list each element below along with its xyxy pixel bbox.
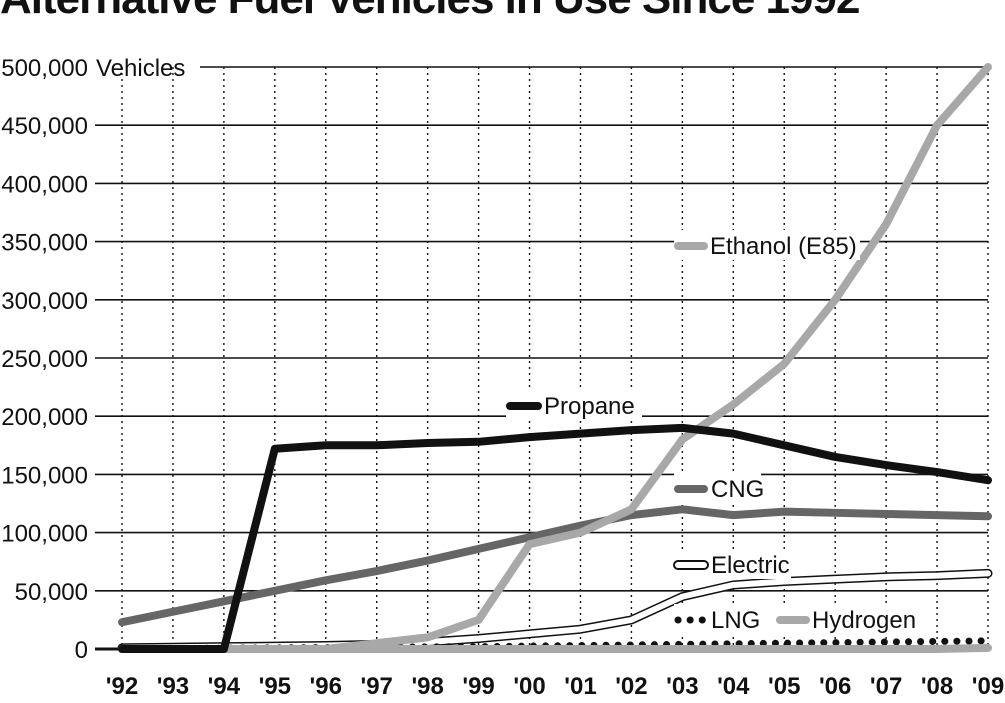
x-tick-label: '94	[208, 673, 241, 700]
y-tick-label: 400,000	[1, 171, 88, 198]
series-label-lng: LNG	[711, 607, 760, 634]
y-tick-label: 250,000	[1, 346, 88, 373]
x-tick-label: '05	[768, 673, 800, 700]
series-line-propane	[118, 423, 992, 653]
x-tick-label: '99	[462, 673, 494, 700]
x-tick-label: '02	[615, 673, 647, 700]
x-tick-label: '92	[106, 673, 138, 700]
chart-title: Alternative Fuel Vehicles in Use Since 1…	[0, 0, 860, 24]
x-tick-label: '04	[717, 673, 750, 700]
y-tick-label: 100,000	[1, 521, 88, 548]
x-tick-label: '93	[157, 673, 189, 700]
series-label-ethanol-e85: Ethanol (E85)	[710, 233, 857, 260]
x-tick-label: '01	[564, 673, 596, 700]
y-tick-label: 0	[75, 637, 88, 664]
series-label-cng: CNG	[711, 476, 764, 503]
y-tick-label: 450,000	[1, 113, 88, 140]
x-tick-label: '06	[819, 673, 851, 700]
y-tick-label: 500,000	[1, 55, 88, 82]
x-tick-label: '98	[411, 673, 443, 700]
x-tick-label: '95	[259, 673, 291, 700]
y-tick-label: 300,000	[1, 288, 88, 315]
x-tick-label: '07	[870, 673, 902, 700]
x-tick-label: '09	[972, 673, 1004, 700]
series-label-hydrogen: Hydrogen	[812, 607, 916, 634]
x-tick-label: '00	[513, 673, 545, 700]
x-tick-label: '97	[361, 673, 393, 700]
y-axis-label: Vehicles	[96, 55, 185, 82]
series-label-electric: Electric	[711, 552, 790, 579]
series-line-ethanol-e85	[118, 63, 992, 653]
x-tick-label: '03	[666, 673, 698, 700]
y-tick-label: 200,000	[1, 404, 88, 431]
x-tick-label: '08	[921, 673, 953, 700]
series-label-propane: Propane	[544, 393, 635, 420]
y-tick-label: 350,000	[1, 230, 88, 257]
series-line-cng	[118, 505, 992, 627]
x-tick-label: '96	[310, 673, 342, 700]
y-tick-label: 150,000	[1, 462, 88, 489]
y-tick-label: 50,000	[15, 579, 88, 606]
